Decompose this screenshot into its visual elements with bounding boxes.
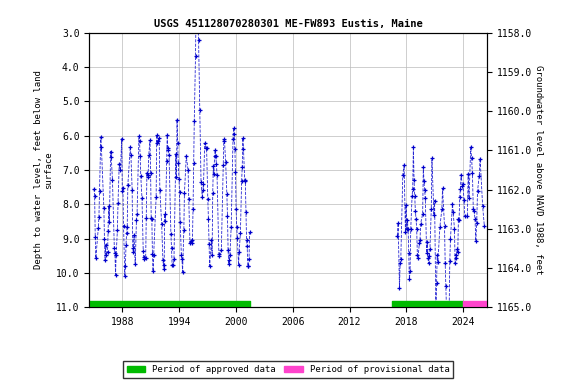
Y-axis label: Groundwater level above NAVD 1988, feet: Groundwater level above NAVD 1988, feet [535, 65, 544, 275]
Legend: Period of approved data, Period of provisional data: Period of approved data, Period of provi… [123, 361, 453, 377]
Y-axis label: Depth to water level, feet below land
surface: Depth to water level, feet below land su… [34, 71, 53, 269]
Title: USGS 451128070280301 ME-FW893 Eustis, Maine: USGS 451128070280301 ME-FW893 Eustis, Ma… [154, 19, 422, 29]
